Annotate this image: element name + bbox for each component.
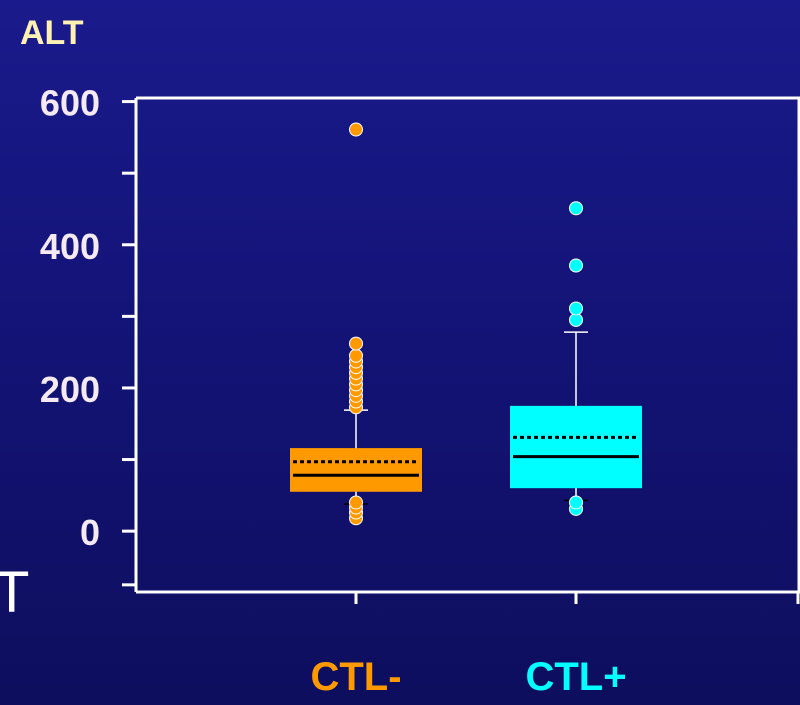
outlier-point [349, 122, 363, 137]
chart-title: ALT [20, 14, 84, 52]
y-tick-label: 600 [40, 83, 100, 124]
box-iqr [290, 448, 422, 492]
outlier-points [349, 122, 583, 526]
y-tick-label: 0 [80, 512, 100, 553]
category-label-ctl-neg: CTL- [310, 655, 401, 699]
outlier-point [349, 348, 363, 363]
outlier-point [349, 336, 363, 351]
x-axis-ticks [354, 592, 800, 604]
box-series [290, 331, 642, 505]
box-iqr [510, 405, 642, 489]
y-tick-label: 400 [40, 226, 100, 267]
side-letter: T [0, 560, 29, 625]
outlier-point [569, 301, 583, 316]
y-axis-ticks: 0 200 400 600 [40, 83, 136, 587]
outlier-point [569, 495, 583, 510]
plot-frame [134, 96, 800, 594]
y-tick-label: 200 [40, 369, 100, 410]
outlier-point [349, 495, 363, 510]
outlier-point [569, 201, 583, 216]
outlier-point [569, 258, 583, 273]
category-label-ctl-pos: CTL+ [525, 655, 626, 699]
